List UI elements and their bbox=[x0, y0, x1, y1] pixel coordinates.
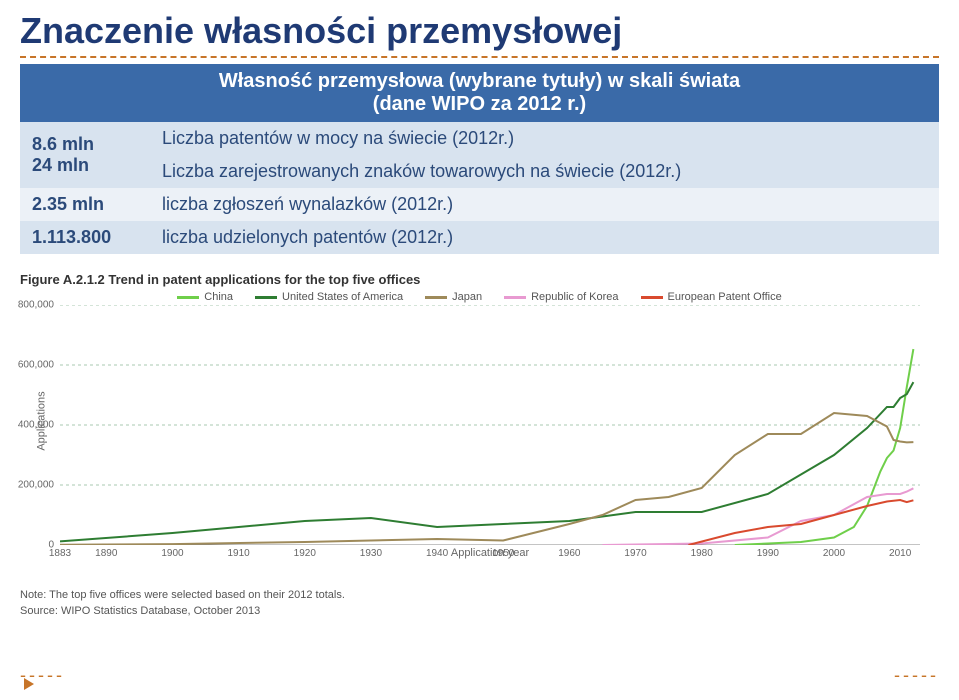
table-row: 2.35 mln liczba zgłoszeń wynalazków (201… bbox=[20, 188, 939, 221]
chart-area: Applications 0200,000400,000600,000800,0… bbox=[60, 305, 920, 575]
x-tick-label: 1970 bbox=[624, 548, 646, 559]
legend-label: European Patent Office bbox=[668, 291, 782, 303]
legend-item: Republic of Korea bbox=[504, 291, 618, 303]
series-china bbox=[735, 349, 914, 545]
figure-title: Figure A.2.1.2 Trend in patent applicati… bbox=[20, 272, 939, 287]
legend-swatch bbox=[504, 296, 526, 299]
x-tick-label: 1940 bbox=[426, 548, 448, 559]
chart-legend: China United States of America Japan Republ… bbox=[0, 291, 959, 303]
y-tick-label: 400,000 bbox=[18, 420, 54, 431]
y-tick-label: 200,000 bbox=[18, 480, 54, 491]
x-tick-label: 1990 bbox=[757, 548, 779, 559]
series-usa bbox=[60, 382, 913, 541]
legend-label: United States of America bbox=[282, 291, 403, 303]
table-row: Liczba zarejestrowanych znaków towarowyc… bbox=[20, 155, 939, 188]
subtitle-bar: Własność przemysłowa (wybrane tytuły) w … bbox=[20, 64, 939, 122]
legend-item: European Patent Office bbox=[641, 291, 782, 303]
data-table: 8.6 mln 24 mln Liczba patentów w mocy na… bbox=[20, 122, 939, 254]
value-trademarks: 24 mln bbox=[32, 155, 138, 176]
footer-dashes: ---------- bbox=[20, 665, 939, 686]
cell-right: Liczba patentów w mocy na świecie (2012r… bbox=[150, 122, 939, 155]
x-tick-label: 1910 bbox=[227, 548, 249, 559]
legend-item: China bbox=[177, 291, 233, 303]
x-tick-label: 1883 bbox=[49, 548, 71, 559]
legend-item: United States of America bbox=[255, 291, 403, 303]
divider-top bbox=[20, 56, 939, 58]
x-axis-label: Application year bbox=[60, 547, 920, 559]
x-tick-label: 2010 bbox=[889, 548, 911, 559]
cell-left: 8.6 mln 24 mln bbox=[20, 122, 150, 188]
legend-swatch bbox=[641, 296, 663, 299]
subtitle-line2: (dane WIPO za 2012 r.) bbox=[40, 93, 919, 116]
x-tick-label: 1930 bbox=[360, 548, 382, 559]
value-patents: 8.6 mln bbox=[32, 134, 138, 155]
cell-right: Liczba zarejestrowanych znaków towarowyc… bbox=[150, 155, 939, 188]
x-tick-label: 1900 bbox=[161, 548, 183, 559]
page-title: Znaczenie własności przemysłowej bbox=[0, 0, 959, 56]
cell-left: 2.35 mln bbox=[20, 188, 150, 221]
legend-swatch bbox=[177, 296, 199, 299]
x-tick-label: 1920 bbox=[294, 548, 316, 559]
x-tick-label: 1950 bbox=[492, 548, 514, 559]
table-row: 1.113.800 liczba udzielonych patentów (2… bbox=[20, 221, 939, 254]
line-chart bbox=[60, 305, 920, 545]
y-tick-label: 800,000 bbox=[18, 300, 54, 311]
cell-right: liczba udzielonych patentów (2012r.) bbox=[150, 221, 939, 254]
legend-item: Japan bbox=[425, 291, 482, 303]
legend-label: Japan bbox=[452, 291, 482, 303]
figure-note: Note: The top five offices were selected… bbox=[20, 589, 939, 601]
y-tick-label: 600,000 bbox=[18, 360, 54, 371]
legend-swatch bbox=[425, 296, 447, 299]
x-tick-label: 1980 bbox=[691, 548, 713, 559]
figure-source: Source: WIPO Statistics Database, Octobe… bbox=[20, 605, 939, 617]
x-tick-label: 2000 bbox=[823, 548, 845, 559]
x-tick-label: 1890 bbox=[95, 548, 117, 559]
cell-right: liczba zgłoszeń wynalazków (2012r.) bbox=[150, 188, 939, 221]
arrow-icon bbox=[24, 678, 34, 690]
subtitle-line1: Własność przemysłowa (wybrane tytuły) w … bbox=[40, 70, 919, 93]
y-ticks: 0200,000400,000600,000800,000 bbox=[10, 305, 58, 545]
x-tick-label: 1960 bbox=[558, 548, 580, 559]
legend-swatch bbox=[255, 296, 277, 299]
cell-left: 1.113.800 bbox=[20, 221, 150, 254]
table-row: 8.6 mln 24 mln Liczba patentów w mocy na… bbox=[20, 122, 939, 155]
legend-label: Republic of Korea bbox=[531, 291, 618, 303]
legend-label: China bbox=[204, 291, 233, 303]
